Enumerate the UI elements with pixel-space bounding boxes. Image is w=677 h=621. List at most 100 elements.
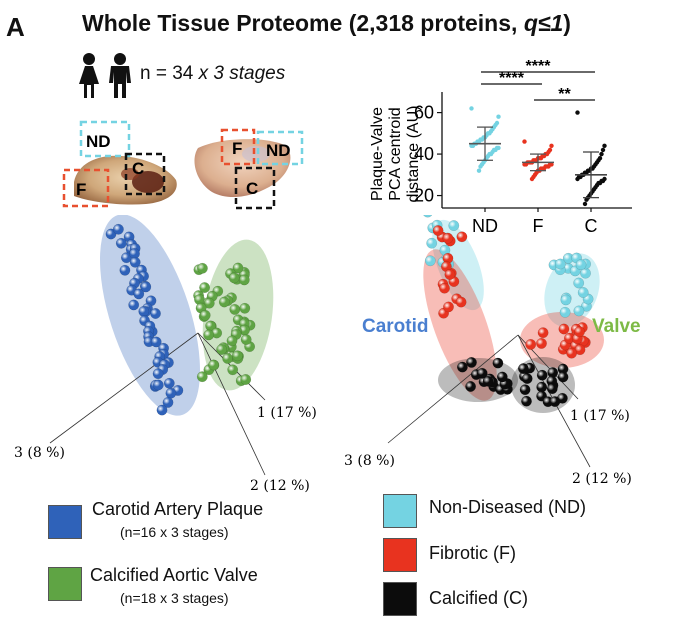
- carotid-nd-point: [448, 220, 460, 232]
- ylabel-line-3: distance (AU): [405, 106, 422, 203]
- valve-sample-point: [199, 309, 211, 321]
- figure-title: Whole Tissue Proteome (2,318 proteins, q…: [82, 10, 571, 37]
- pca-right-axis-3-label: 3 (8 %): [344, 453, 395, 469]
- male-icon: [109, 53, 131, 98]
- valve-nd-point: [577, 287, 589, 298]
- valve-label-nd: ND: [266, 141, 291, 160]
- carotid-label-c: C: [132, 159, 144, 178]
- dotplot-point-nd: [469, 106, 474, 111]
- valve-sample-point: [218, 296, 230, 308]
- centroid-distance-dotplot: Plaque-Valve PCA centroid distance (AU) …: [369, 58, 632, 236]
- dotplot-point-c: [602, 143, 607, 148]
- valve-c-point: [536, 369, 548, 381]
- carotid-nd-point: [424, 255, 436, 267]
- dotplot-point-f: [529, 176, 535, 182]
- pca-right-axis-2-label: 2 (12 %): [572, 471, 632, 487]
- carotid-c-point: [476, 367, 488, 379]
- carotid-cluster-ellipse: [99, 215, 201, 416]
- carotid-sample-point: [150, 336, 162, 348]
- carotid-sample-point: [162, 396, 174, 408]
- panel-letter: A: [6, 12, 25, 42]
- carotid-sample-point: [152, 368, 164, 380]
- valve-sample-point: [228, 272, 240, 284]
- dotplot-point-c: [584, 197, 589, 202]
- dotplot-point-nd: [469, 143, 474, 148]
- valve-group-label: Valve: [592, 316, 641, 337]
- tissue-photos: ND F C F ND C: [62, 120, 304, 210]
- legend-sub-valve: (n=18 x 3 stages): [120, 590, 229, 606]
- legend-swatch-carotid: [48, 505, 82, 539]
- carotid-sample-point: [113, 223, 124, 235]
- legend-label-non-diseased: Non-Diseased (ND): [429, 497, 587, 517]
- valve-sample-point: [203, 297, 215, 309]
- carotid-f-point: [444, 269, 456, 280]
- carotid-sample-point: [156, 404, 168, 416]
- valve-sample-point: [240, 334, 252, 346]
- pca-right-axis-3-line: [387, 334, 519, 444]
- pca-plot-disease-stage: Carotid Valve 1 (17 %) 2 (12 %) 3 (8 %): [344, 215, 641, 487]
- legend-swatch-calcified: [383, 582, 417, 616]
- valve-c-point: [557, 371, 569, 383]
- valve-f-point: [566, 347, 578, 359]
- dotplot-x-tick-label: F: [533, 216, 544, 236]
- valve-sample-point: [240, 374, 252, 385]
- carotid-label-nd: ND: [86, 132, 111, 151]
- carotid-f-point: [455, 296, 467, 308]
- carotid-c-point: [457, 361, 468, 373]
- ylabel-line-1: Plaque-Valve: [369, 107, 386, 201]
- valve-f-point: [537, 327, 549, 339]
- carotid-f-point: [439, 282, 450, 294]
- valve-sample-point: [222, 352, 234, 364]
- dotplot-y-tick-label: 20: [414, 186, 434, 206]
- valve-nd-point: [573, 305, 585, 317]
- valve-sample-point: [208, 359, 219, 371]
- dotplot-y-tick-label: 60: [414, 103, 434, 123]
- carotid-f-point: [443, 301, 454, 313]
- legend-swatch-fibrotic: [383, 538, 417, 572]
- pca-plot-tissue-type: 1 (17 %) 2 (12 %) 3 (8 %): [14, 215, 317, 494]
- valve-nd-point: [559, 306, 571, 318]
- dotplot-point-c: [575, 176, 580, 182]
- carotid-group-label: Carotid: [362, 316, 429, 337]
- dotplot-point-c: [582, 201, 588, 207]
- valve-f-point: [525, 338, 537, 350]
- dotplot-point-c: [600, 147, 606, 153]
- carotid-sample-point: [163, 377, 175, 389]
- valve-c-point: [549, 396, 561, 408]
- dotplot-y-axis-label: Plaque-Valve PCA centroid distance (AU): [369, 106, 422, 203]
- valve-label-c: C: [246, 179, 258, 198]
- dotplot-point-nd: [496, 114, 501, 119]
- valve-f-point: [536, 337, 547, 349]
- title-close: ): [563, 10, 571, 36]
- carotid-c-point: [492, 357, 504, 369]
- valve-sample-point: [216, 344, 228, 355]
- valve-sample-point: [231, 350, 243, 362]
- valve-c-point: [521, 395, 532, 407]
- legend-swatch-non-diseased: [383, 494, 417, 528]
- legend-label-calcified: Calcified (C): [429, 588, 529, 608]
- legend-label-carotid: Carotid Artery Plaque: [92, 499, 264, 519]
- dotplot-point-nd: [478, 164, 483, 169]
- valve-sample-point: [226, 335, 238, 347]
- carotid-c-point: [482, 375, 494, 387]
- carotid-c-point: [465, 381, 477, 392]
- dotplot-point-c: [599, 151, 604, 157]
- valve-specimen-photo: F ND C: [194, 128, 304, 210]
- cohort-prefix: n = 34: [140, 63, 194, 84]
- carotid-nd-point: [423, 215, 433, 218]
- valve-c-point: [521, 373, 533, 385]
- ylabel-line-2: PCA centroid: [387, 107, 404, 200]
- legend-label-valve: Calcified Aortic Valve: [90, 565, 258, 585]
- valve-nd-point: [560, 294, 572, 306]
- valve-sample-point: [238, 274, 250, 286]
- pca-left-axis-1-label: 1 (17 %): [257, 405, 317, 421]
- pca-left-axis-3-label: 3 (8 %): [14, 445, 65, 461]
- valve-nd-point: [554, 258, 566, 270]
- valve-sample-point: [239, 302, 251, 314]
- dotplot-point-f: [522, 162, 527, 167]
- valve-sample-point: [229, 304, 241, 315]
- valve-c-point: [519, 384, 531, 396]
- valve-sample-point: [199, 282, 211, 294]
- title-q-threshold: q≤1: [523, 10, 564, 36]
- dotplot-point-c: [575, 110, 580, 115]
